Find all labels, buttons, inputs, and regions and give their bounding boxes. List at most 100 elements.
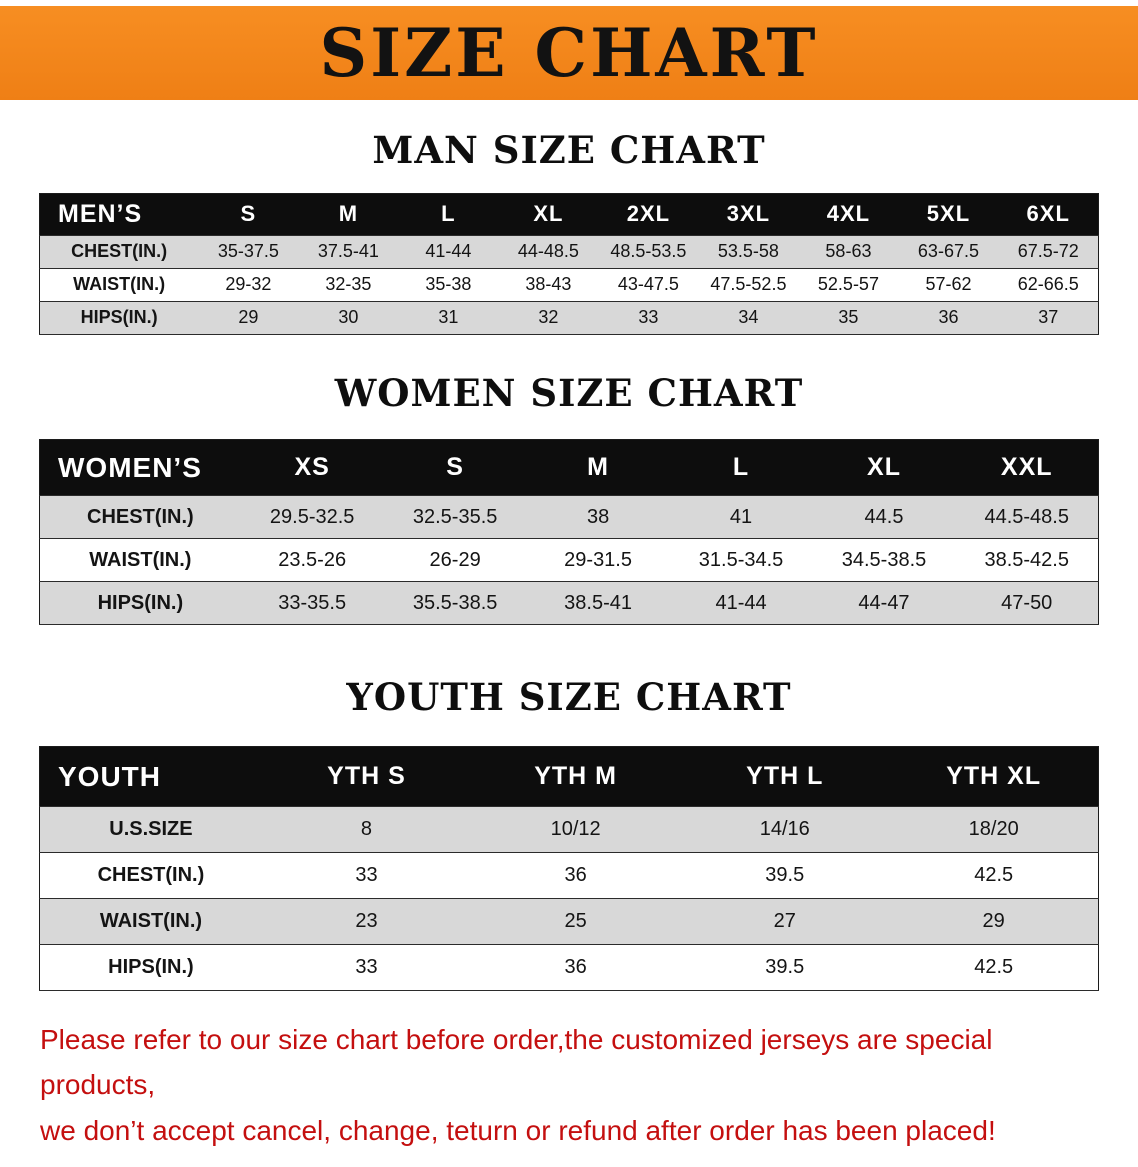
size-value: 67.5-72 <box>998 234 1099 269</box>
size-value: 42.5 <box>889 852 1099 900</box>
size-value: 32 <box>498 300 599 335</box>
size-value: 44.5-48.5 <box>955 495 1099 540</box>
disclaimer-line-1: Please refer to our size chart before or… <box>40 1024 993 1101</box>
size-value: 33 <box>261 852 472 900</box>
row-label: WAIST(IN.) <box>39 267 199 302</box>
table-corner-label: WOMEN’S <box>39 439 241 496</box>
column-header: L <box>669 439 813 496</box>
size-value: 10/12 <box>471 806 681 854</box>
size-value: 53.5-58 <box>698 234 799 269</box>
men-size-chart-section: MAN SIZE CHART MEN’S S M L XL 2XL 3XL 4XL 5XL 6XL… <box>0 130 1138 335</box>
size-value: 27 <box>680 898 890 946</box>
column-header: XL <box>812 439 956 496</box>
row-label: HIPS(IN.) <box>39 944 262 992</box>
size-value: 29.5-32.5 <box>240 495 384 540</box>
column-header: YTH M <box>471 746 681 807</box>
size-value: 47-50 <box>955 581 1099 626</box>
column-header: M <box>526 439 670 496</box>
size-value: 36 <box>471 944 681 992</box>
women-size-chart-section: WOMEN SIZE CHART WOMEN’S XS S M L XL XXL CHEST(… <box>0 372 1138 626</box>
size-value: 58-63 <box>798 234 899 269</box>
table-row: WAIST(IN.) 29-32 32-35 35-38 38-43 43-47.5 47.… <box>39 267 1099 302</box>
table-row: CHEST(IN.) 35-37.5 37.5-41 41-44 44-48.5 48.5… <box>39 234 1099 269</box>
column-header: XXL <box>955 439 1099 496</box>
size-value: 26-29 <box>383 538 527 583</box>
size-value: 33 <box>261 944 472 992</box>
table-corner-label: MEN’S <box>39 193 199 236</box>
size-value: 30 <box>298 300 399 335</box>
size-value: 41 <box>669 495 813 540</box>
size-value: 33 <box>598 300 699 335</box>
row-label: CHEST(IN.) <box>39 852 262 900</box>
column-header: 2XL <box>598 193 699 236</box>
size-value: 39.5 <box>680 852 890 900</box>
table-row: HIPS(IN.) 33-35.5 35.5-38.5 38.5-41 41-44 44-… <box>39 581 1099 626</box>
size-value: 32.5-35.5 <box>383 495 527 540</box>
banner-title: SIZE CHART <box>319 14 819 92</box>
table-row: CHEST(IN.) 33 36 39.5 42.5 <box>39 852 1099 900</box>
size-value: 48.5-53.5 <box>598 234 699 269</box>
column-header: S <box>198 193 299 236</box>
column-header: YTH XL <box>889 746 1099 807</box>
column-header: S <box>383 439 527 496</box>
size-value: 32-35 <box>298 267 399 302</box>
size-value: 35-37.5 <box>198 234 299 269</box>
men-section-heading: MAN SIZE CHART <box>372 128 766 172</box>
column-header: 3XL <box>698 193 799 236</box>
table-corner-label: YOUTH <box>39 746 262 807</box>
size-value: 41-44 <box>398 234 499 269</box>
row-label: WAIST(IN.) <box>39 538 241 583</box>
column-header: YTH L <box>680 746 890 807</box>
size-value: 38 <box>526 495 670 540</box>
table-row: HIPS(IN.) 29 30 31 32 33 34 35 36 37 <box>39 300 1099 335</box>
size-value: 29-32 <box>198 267 299 302</box>
size-value: 36 <box>898 300 999 335</box>
size-value: 38.5-41 <box>526 581 670 626</box>
size-value: 25 <box>471 898 681 946</box>
size-value: 31.5-34.5 <box>669 538 813 583</box>
size-value: 23 <box>261 898 472 946</box>
table-row: WAIST(IN.) 23.5-26 26-29 29-31.5 31.5-34.5 34… <box>39 538 1099 583</box>
row-label: CHEST(IN.) <box>39 495 241 540</box>
column-header: XL <box>498 193 599 236</box>
size-value: 63-67.5 <box>898 234 999 269</box>
size-value: 14/16 <box>680 806 890 854</box>
size-value: 29 <box>889 898 1099 946</box>
youth-size-chart-section: YOUTH SIZE CHART YOUTH YTH S YTH M YTH L YTH… <box>0 677 1138 992</box>
size-value: 31 <box>398 300 499 335</box>
size-value: 39.5 <box>680 944 890 992</box>
size-value: 38-43 <box>498 267 599 302</box>
size-value: 62-66.5 <box>998 267 1099 302</box>
column-header: YTH S <box>261 746 472 807</box>
row-label: HIPS(IN.) <box>39 581 241 626</box>
size-chart-banner: SIZE CHART <box>0 6 1138 100</box>
size-value: 57-62 <box>898 267 999 302</box>
row-label: CHEST(IN.) <box>39 234 199 269</box>
size-value: 34 <box>698 300 799 335</box>
men-size-table: MEN’S S M L XL 2XL 3XL 4XL 5XL 6XL CHEST(IN.) 35-37… <box>39 192 1099 335</box>
size-value: 47.5-52.5 <box>698 267 799 302</box>
table-row: CHEST(IN.) 29.5-32.5 32.5-35.5 38 41 44.5 44.5… <box>39 495 1099 540</box>
table-row: WAIST(IN.) 23 25 27 29 <box>39 898 1099 946</box>
size-value: 35.5-38.5 <box>383 581 527 626</box>
size-value: 29 <box>198 300 299 335</box>
disclaimer-note: Please refer to our size chart before or… <box>40 1017 1100 1153</box>
size-value: 29-31.5 <box>526 538 670 583</box>
table-row: HIPS(IN.) 33 36 39.5 42.5 <box>39 944 1099 992</box>
column-header: XS <box>240 439 384 496</box>
size-value: 18/20 <box>889 806 1099 854</box>
size-value: 33-35.5 <box>240 581 384 626</box>
size-value: 35 <box>798 300 899 335</box>
column-header: M <box>298 193 399 236</box>
column-header: L <box>398 193 499 236</box>
size-value: 23.5-26 <box>240 538 384 583</box>
size-value: 42.5 <box>889 944 1099 992</box>
column-header: 5XL <box>898 193 999 236</box>
size-value: 37 <box>998 300 1099 335</box>
column-header: 4XL <box>798 193 899 236</box>
size-value: 44-48.5 <box>498 234 599 269</box>
youth-size-table: YOUTH YTH S YTH M YTH L YTH XL U.S.SIZE 8 10/12… <box>39 746 1099 992</box>
size-value: 44.5 <box>812 495 956 540</box>
size-value: 41-44 <box>669 581 813 626</box>
column-header: 6XL <box>998 193 1099 236</box>
